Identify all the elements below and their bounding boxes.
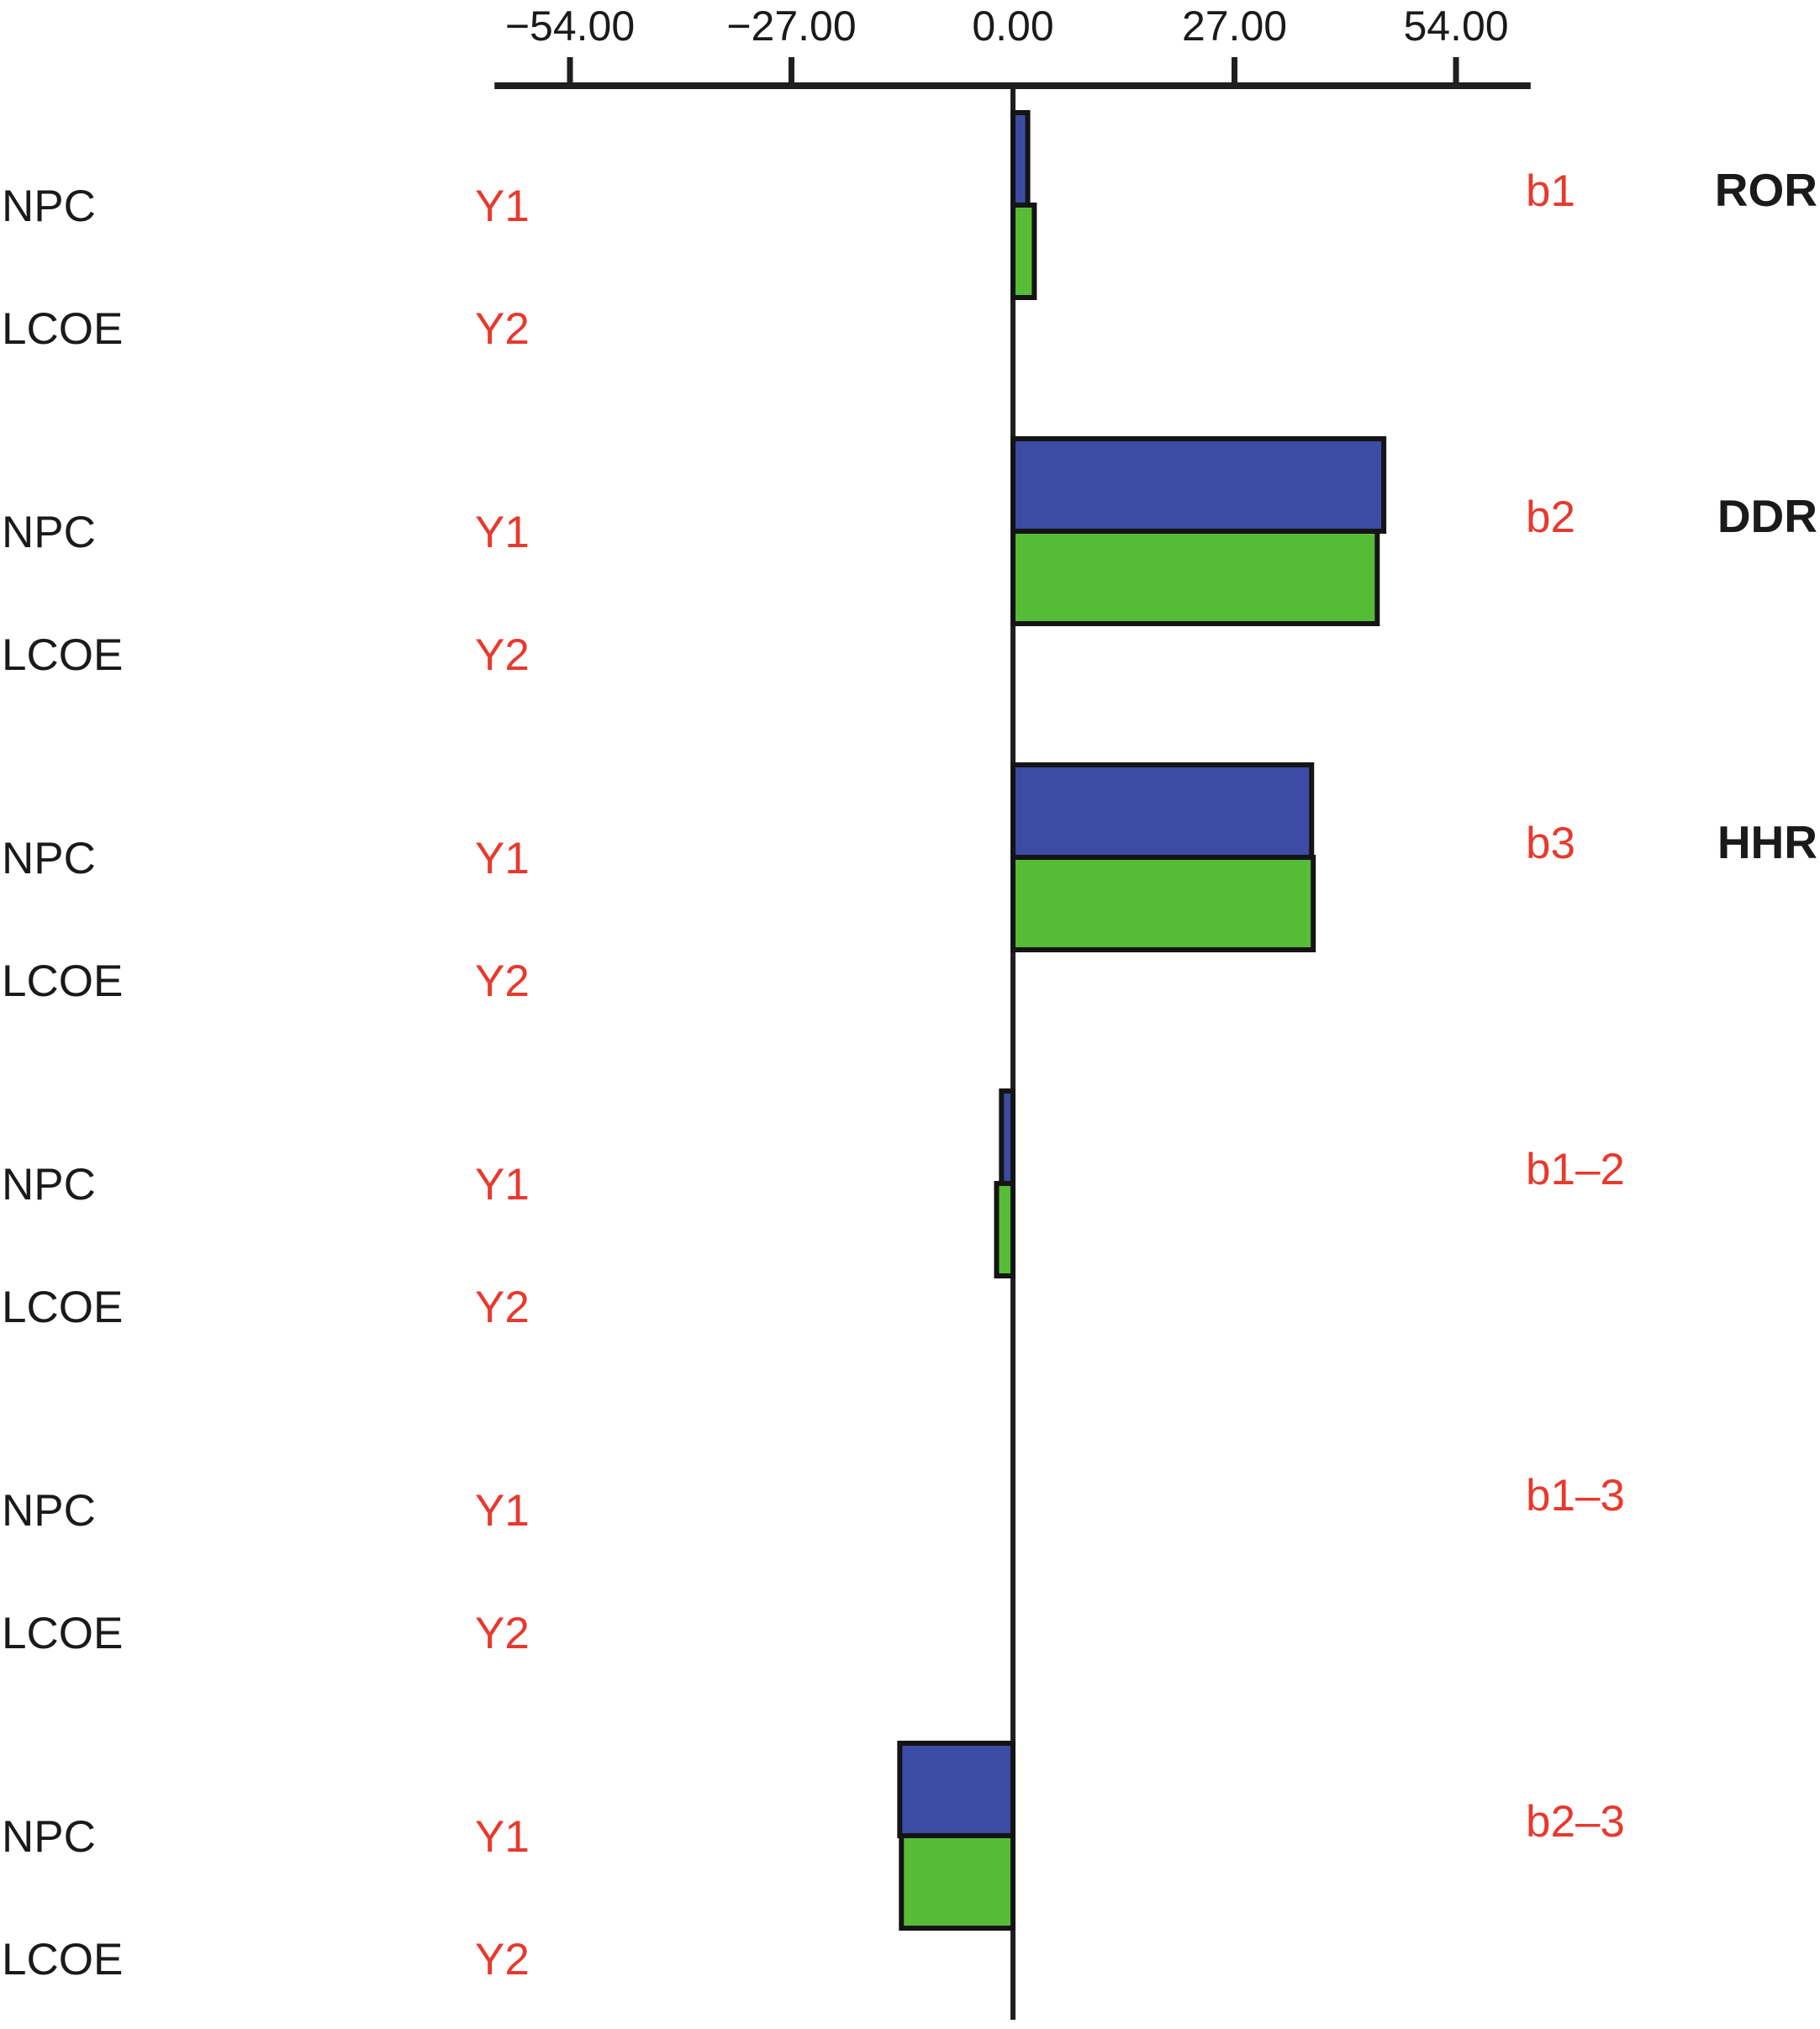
metric-label-npc: NPC <box>2 1812 96 1862</box>
series-label-y2: Y2 <box>475 630 530 680</box>
x-axis: −54.00 −27.00 0.00 27.00 54.00 <box>494 3 1531 2020</box>
category-label: HHR <box>1717 816 1817 868</box>
category-label: ROR <box>1715 164 1817 216</box>
metric-label-lcoe: LCOE <box>2 1283 123 1332</box>
metric-label-npc: NPC <box>2 1486 96 1536</box>
series-label-y1: Y1 <box>475 834 530 883</box>
x-axis-tick-label: 0.00 <box>972 3 1053 50</box>
metric-label-lcoe: LCOE <box>2 1609 123 1658</box>
bar-b2–3-Y2 <box>899 1833 1016 1931</box>
metric-label-lcoe: LCOE <box>2 957 123 1006</box>
bar-b2-Y1 <box>1010 436 1387 534</box>
metric-label-lcoe: LCOE <box>2 1935 123 1984</box>
bars <box>897 110 1387 1931</box>
series-label-y2: Y2 <box>475 1935 530 1984</box>
coefficient-label: b3 <box>1526 819 1575 868</box>
bar-b1-Y1 <box>1010 110 1031 208</box>
bar-b2–3-Y1 <box>897 1741 1016 1838</box>
series-label-y1: Y1 <box>475 1486 530 1536</box>
coefficient-label: b1–2 <box>1526 1145 1625 1194</box>
metric-label-npc: NPC <box>2 834 96 883</box>
series-label-y1: Y1 <box>475 182 530 231</box>
series-label-y1: Y1 <box>475 508 530 557</box>
bar-b3-Y2 <box>1010 855 1316 952</box>
row-labels: NPC LCOE Y1 Y2 b1 ROR NPC LCOE Y1 Y2 b2 DDR NPC LCOE Y… <box>2 164 1817 1984</box>
series-label-y2: Y2 <box>475 304 530 354</box>
metric-label-npc: NPC <box>2 1160 96 1209</box>
bar-b1–2-Y1 <box>999 1088 1016 1186</box>
metric-label-npc: NPC <box>2 508 96 557</box>
series-label-y1: Y1 <box>475 1160 530 1209</box>
bar-b3-Y1 <box>1010 762 1315 860</box>
coefficient-label: b2 <box>1526 493 1575 542</box>
coefficient-label: b2–3 <box>1526 1797 1625 1847</box>
series-label-y2: Y2 <box>475 1609 530 1658</box>
x-axis-tick-label: 27.00 <box>1182 3 1287 50</box>
bar-b1–2-Y2 <box>994 1181 1016 1278</box>
series-label-y2: Y2 <box>475 957 530 1006</box>
x-axis-tick-label: −27.00 <box>726 3 856 50</box>
series-label-y2: Y2 <box>475 1283 530 1332</box>
series-label-y1: Y1 <box>475 1812 530 1862</box>
x-axis-tick-label: 54.00 <box>1403 3 1508 50</box>
bar-b1-Y2 <box>1010 203 1037 300</box>
bar-b2-Y2 <box>1010 529 1380 626</box>
x-axis-tick-label: −54.00 <box>505 3 635 50</box>
coefficient-label: b1–3 <box>1526 1471 1625 1520</box>
metric-label-lcoe: LCOE <box>2 630 123 680</box>
coefficient-label: b1 <box>1526 166 1575 216</box>
metric-label-lcoe: LCOE <box>2 304 123 354</box>
metric-label-npc: NPC <box>2 182 96 231</box>
category-label: DDR <box>1717 490 1817 542</box>
